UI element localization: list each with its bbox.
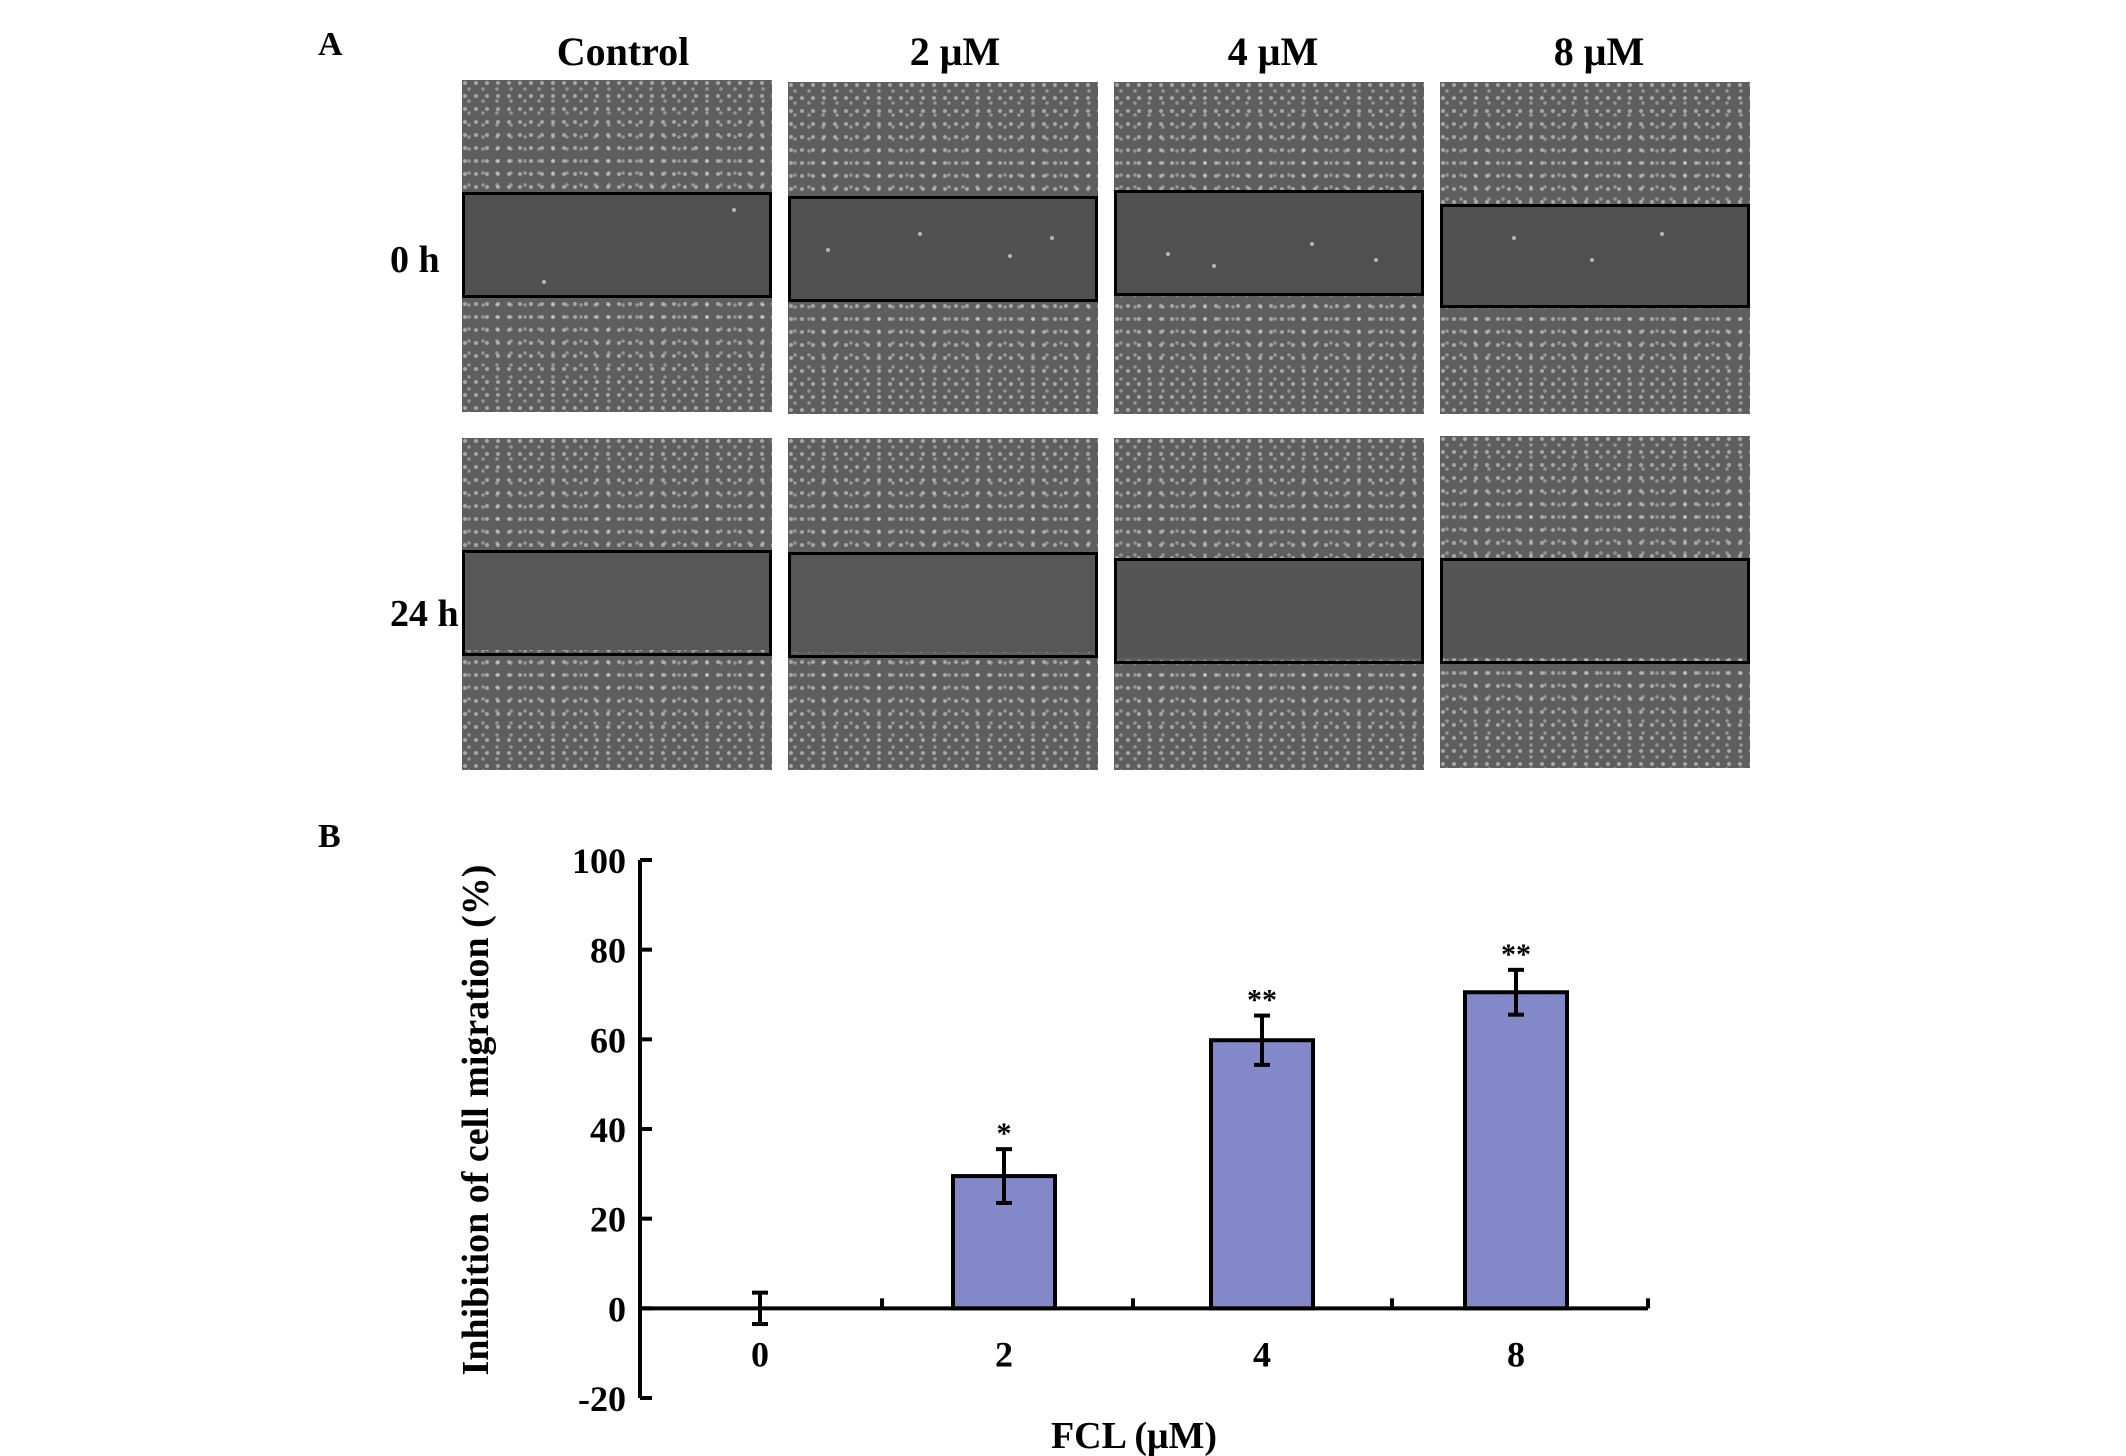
significance-marker: ** bbox=[1247, 984, 1277, 1017]
wound-region-box bbox=[788, 552, 1098, 658]
wound-region-box bbox=[1114, 190, 1424, 296]
bar-4 bbox=[1209, 1038, 1315, 1311]
wound-region-box bbox=[788, 196, 1098, 302]
y-tick-label: 0 bbox=[608, 1289, 626, 1329]
x-tick-label: 8 bbox=[1507, 1334, 1525, 1374]
micrograph-4um-0h bbox=[1114, 82, 1424, 414]
significance-marker: * bbox=[997, 1117, 1012, 1150]
column-header-4um: 4 μM bbox=[1227, 29, 1319, 74]
wound-region-box bbox=[1440, 204, 1750, 308]
micrograph-2um-0h bbox=[788, 82, 1098, 414]
column-header-8um: 8 μM bbox=[1553, 29, 1645, 74]
column-header-control: Control bbox=[556, 29, 690, 74]
bar-8 bbox=[1463, 990, 1569, 1311]
row-label-0h: 0 h bbox=[390, 239, 440, 281]
micrograph-8um-24h bbox=[1440, 436, 1750, 768]
micrograph-2um-24h bbox=[788, 438, 1098, 770]
y-tick-label: 100 bbox=[572, 841, 626, 881]
y-axis-label: Inhibition of cell migration (%) bbox=[455, 865, 497, 1376]
row-label-24h: 24 h bbox=[390, 593, 459, 635]
micrograph-control-0h bbox=[462, 80, 772, 412]
x-tick-label: 0 bbox=[751, 1334, 769, 1374]
panel-a-label: A bbox=[318, 26, 343, 63]
significance-marker: ** bbox=[1501, 938, 1531, 971]
x-tick-label: 2 bbox=[995, 1334, 1013, 1374]
wound-region-box bbox=[462, 550, 772, 656]
wound-region-box bbox=[1114, 558, 1424, 664]
y-tick-label: 80 bbox=[590, 931, 626, 971]
wound-region-box bbox=[1440, 558, 1750, 664]
y-tick-label: 40 bbox=[590, 1110, 626, 1150]
x-axis-label: FCL (μM) bbox=[1051, 1415, 1217, 1456]
panel-b-label: B bbox=[318, 818, 341, 855]
y-tick-label: 20 bbox=[590, 1200, 626, 1240]
micrograph-4um-24h bbox=[1114, 438, 1424, 770]
column-header-2um: 2 μM bbox=[909, 29, 1001, 74]
wound-region-box bbox=[462, 192, 772, 298]
y-tick-label: 60 bbox=[590, 1020, 626, 1060]
micrograph-control-24h bbox=[462, 438, 772, 770]
micrograph-8um-0h bbox=[1440, 82, 1750, 414]
x-tick-label: 4 bbox=[1253, 1334, 1271, 1374]
y-tick-label: -20 bbox=[578, 1379, 626, 1419]
